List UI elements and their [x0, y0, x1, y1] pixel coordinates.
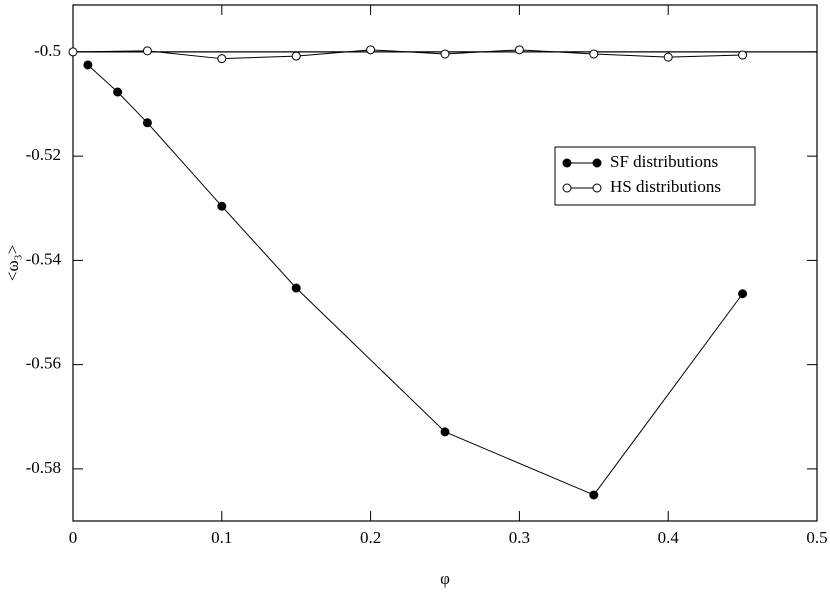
y-tick-label: -0.54: [26, 249, 62, 268]
x-axis-label: φ: [440, 569, 450, 588]
y-tick-label: -0.52: [26, 145, 61, 164]
legend-marker: [562, 183, 572, 193]
x-tick-label: 0.1: [211, 528, 232, 547]
y-tick-label: -0.56: [26, 354, 61, 373]
data-point: [440, 427, 450, 437]
x-tick-label: 0: [69, 528, 78, 547]
legend-marker: [562, 158, 572, 168]
x-tick-label: 0.5: [806, 528, 827, 547]
data-point: [113, 87, 123, 97]
data-point: [366, 45, 376, 55]
legend-label: HS distributions: [610, 177, 721, 196]
data-point: [142, 118, 152, 128]
data-point: [738, 50, 748, 60]
y-tick-label: -0.58: [26, 458, 61, 477]
data-point: [291, 283, 301, 293]
data-point: [663, 52, 673, 62]
y-tick-label: -0.5: [34, 41, 61, 60]
legend-marker: [592, 183, 602, 193]
x-tick-label: 0.4: [658, 528, 680, 547]
plot-frame: [72, 4, 818, 522]
y-axis-label: <ω₃>: [3, 245, 22, 281]
data-point: [589, 49, 599, 59]
data-point: [589, 490, 599, 500]
data-point: [217, 54, 227, 64]
legend-box: [554, 146, 756, 206]
data-point: [440, 49, 450, 59]
legend-label: SF distributions: [610, 152, 718, 171]
legend-marker: [592, 158, 602, 168]
data-point: [514, 45, 524, 55]
series-line: [72, 49, 743, 60]
data-point: [738, 289, 748, 299]
x-tick-label: 0.2: [360, 528, 381, 547]
data-point: [68, 47, 78, 57]
data-point: [217, 201, 227, 211]
series-line: [87, 64, 744, 496]
data-point: [83, 60, 93, 70]
data-point: [142, 46, 152, 56]
data-point: [291, 51, 301, 61]
x-tick-label: 0.3: [509, 528, 530, 547]
